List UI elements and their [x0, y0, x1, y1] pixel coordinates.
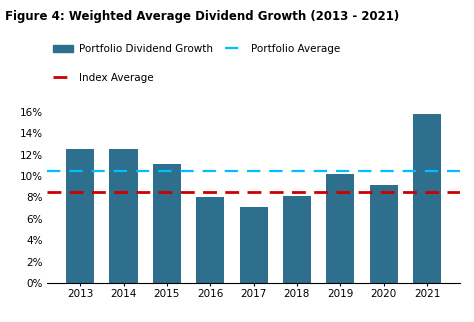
Bar: [326, 174, 355, 283]
Bar: [370, 185, 398, 283]
Bar: [413, 114, 441, 283]
Bar: [239, 207, 268, 283]
Text: Figure 4: Weighted Average Dividend Growth (2013 - 2021): Figure 4: Weighted Average Dividend Grow…: [5, 10, 399, 23]
Legend: Portfolio Dividend Growth, Portfolio Average: Portfolio Dividend Growth, Portfolio Ave…: [53, 44, 340, 54]
Legend: Index Average: Index Average: [53, 73, 153, 83]
Bar: [283, 196, 311, 283]
Bar: [153, 164, 181, 283]
Bar: [66, 149, 94, 283]
Bar: [109, 149, 137, 283]
Bar: [196, 197, 224, 283]
